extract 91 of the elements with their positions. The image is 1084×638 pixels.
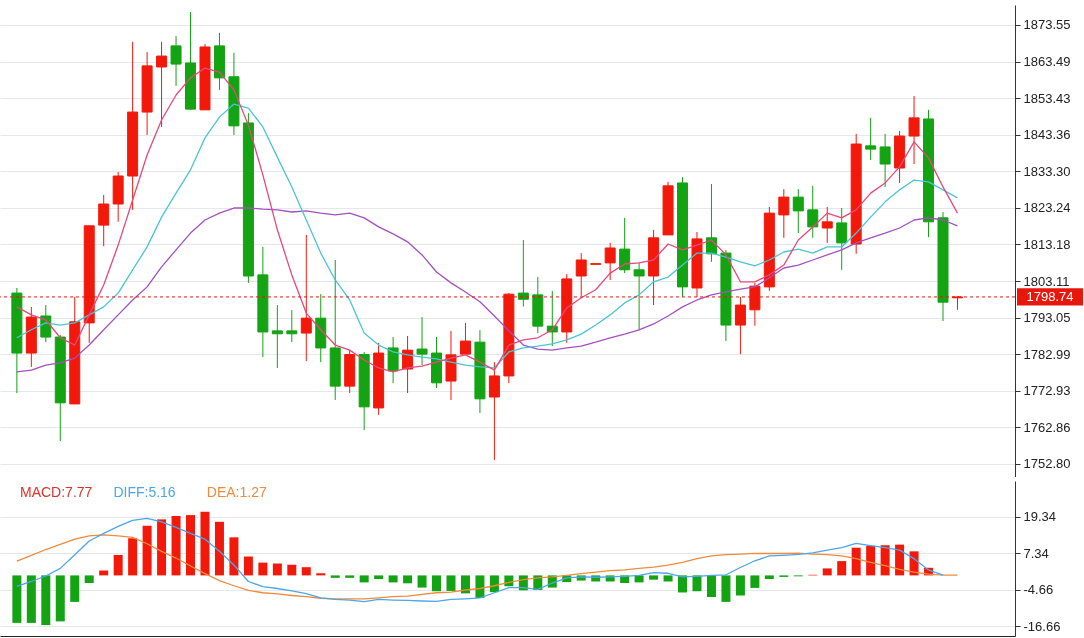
bar: [851, 547, 861, 576]
bar: [446, 575, 456, 591]
bar: [345, 575, 355, 578]
bar: [359, 575, 369, 583]
y-tick-label: 1843.36: [1023, 127, 1071, 143]
candlestick: [488, 361, 500, 461]
bar: [837, 561, 847, 576]
bar: [229, 537, 239, 576]
candlestick: [271, 304, 283, 369]
bar: [128, 538, 138, 576]
candlestick: [416, 316, 428, 366]
bar: [692, 575, 702, 592]
bar: [12, 575, 22, 623]
bar: [721, 575, 731, 602]
series-label: DIFF:5.16: [113, 484, 176, 500]
bar: [764, 575, 774, 580]
y-tick-label: 7.34: [1023, 545, 1049, 561]
text: MACD:7.77: [20, 484, 93, 500]
text: DEA:1.27: [206, 484, 267, 500]
bar: [84, 575, 94, 584]
candlestick: [546, 290, 558, 347]
bar: [301, 567, 311, 576]
line-series: [16, 517, 944, 603]
bar: [200, 511, 210, 576]
y-tick-label: 1762.86: [1023, 419, 1071, 435]
bar: [316, 573, 326, 576]
candlestick: [836, 207, 848, 271]
y-tick-label: 1782.99: [1023, 346, 1071, 362]
y-tick-label: 1833.30: [1023, 163, 1071, 179]
bar: [243, 556, 253, 576]
y-tick-label: -4.66: [1023, 582, 1054, 598]
bar: [880, 545, 890, 576]
y-tick-label: 1863.49: [1023, 54, 1071, 70]
bar: [258, 562, 268, 576]
bar: [432, 575, 442, 592]
candlestick: [792, 188, 804, 234]
bar: [678, 575, 688, 593]
y-tick-label: -16.66: [1023, 618, 1061, 634]
ref-line-label: 1798.74: [1026, 288, 1074, 304]
candlestick: [778, 188, 790, 239]
candlestick: [807, 185, 819, 239]
y-tick-label: 1813.18: [1023, 236, 1071, 252]
bar: [70, 575, 80, 602]
candlestick: [633, 262, 645, 331]
bar: [26, 575, 36, 623]
bar: [735, 575, 745, 596]
candlestick: [908, 95, 920, 165]
y-tick-label: 1873.55: [1023, 17, 1071, 33]
bar: [417, 575, 427, 588]
bar: [750, 575, 760, 588]
bar: [142, 525, 152, 576]
y-tick-label: 1752.80: [1023, 456, 1071, 472]
y-tick-label: 1823.24: [1023, 200, 1071, 216]
candlestick: [98, 194, 110, 247]
candlestick: [170, 35, 182, 87]
bar: [374, 575, 384, 580]
bar: [113, 555, 123, 576]
y-tick-label: 19.34: [1023, 509, 1057, 525]
bar: [41, 575, 51, 626]
candlestick: [619, 217, 631, 274]
candlestick: [604, 242, 616, 281]
bar: [460, 575, 470, 594]
candlestick: [156, 41, 168, 128]
bar: [663, 575, 673, 582]
line-series: [16, 534, 959, 600]
y-tick-label: 1803.11: [1023, 273, 1070, 289]
candlestick: [459, 322, 471, 355]
candlestick: [286, 309, 298, 343]
bar: [214, 521, 224, 576]
candlestick: [865, 117, 877, 161]
line-series: [16, 207, 959, 373]
bar: [171, 516, 181, 576]
candlestick: [387, 336, 399, 384]
bar: [388, 575, 398, 583]
bar: [866, 545, 876, 576]
y-tick-label: 1853.43: [1023, 90, 1071, 106]
bar: [489, 575, 499, 593]
bar: [330, 575, 340, 578]
bar: [822, 568, 832, 576]
candlestick: [879, 133, 891, 188]
y-tick-label: 1772.93: [1023, 383, 1071, 399]
bar: [287, 564, 297, 576]
bar: [403, 575, 413, 584]
bar: [649, 575, 659, 580]
bar: [157, 519, 167, 576]
bar: [55, 575, 65, 622]
bar: [272, 563, 282, 576]
bar: [186, 515, 196, 576]
y-tick-label: 1793.05: [1023, 310, 1071, 326]
candlestick: [821, 206, 833, 244]
bar: [706, 575, 716, 598]
